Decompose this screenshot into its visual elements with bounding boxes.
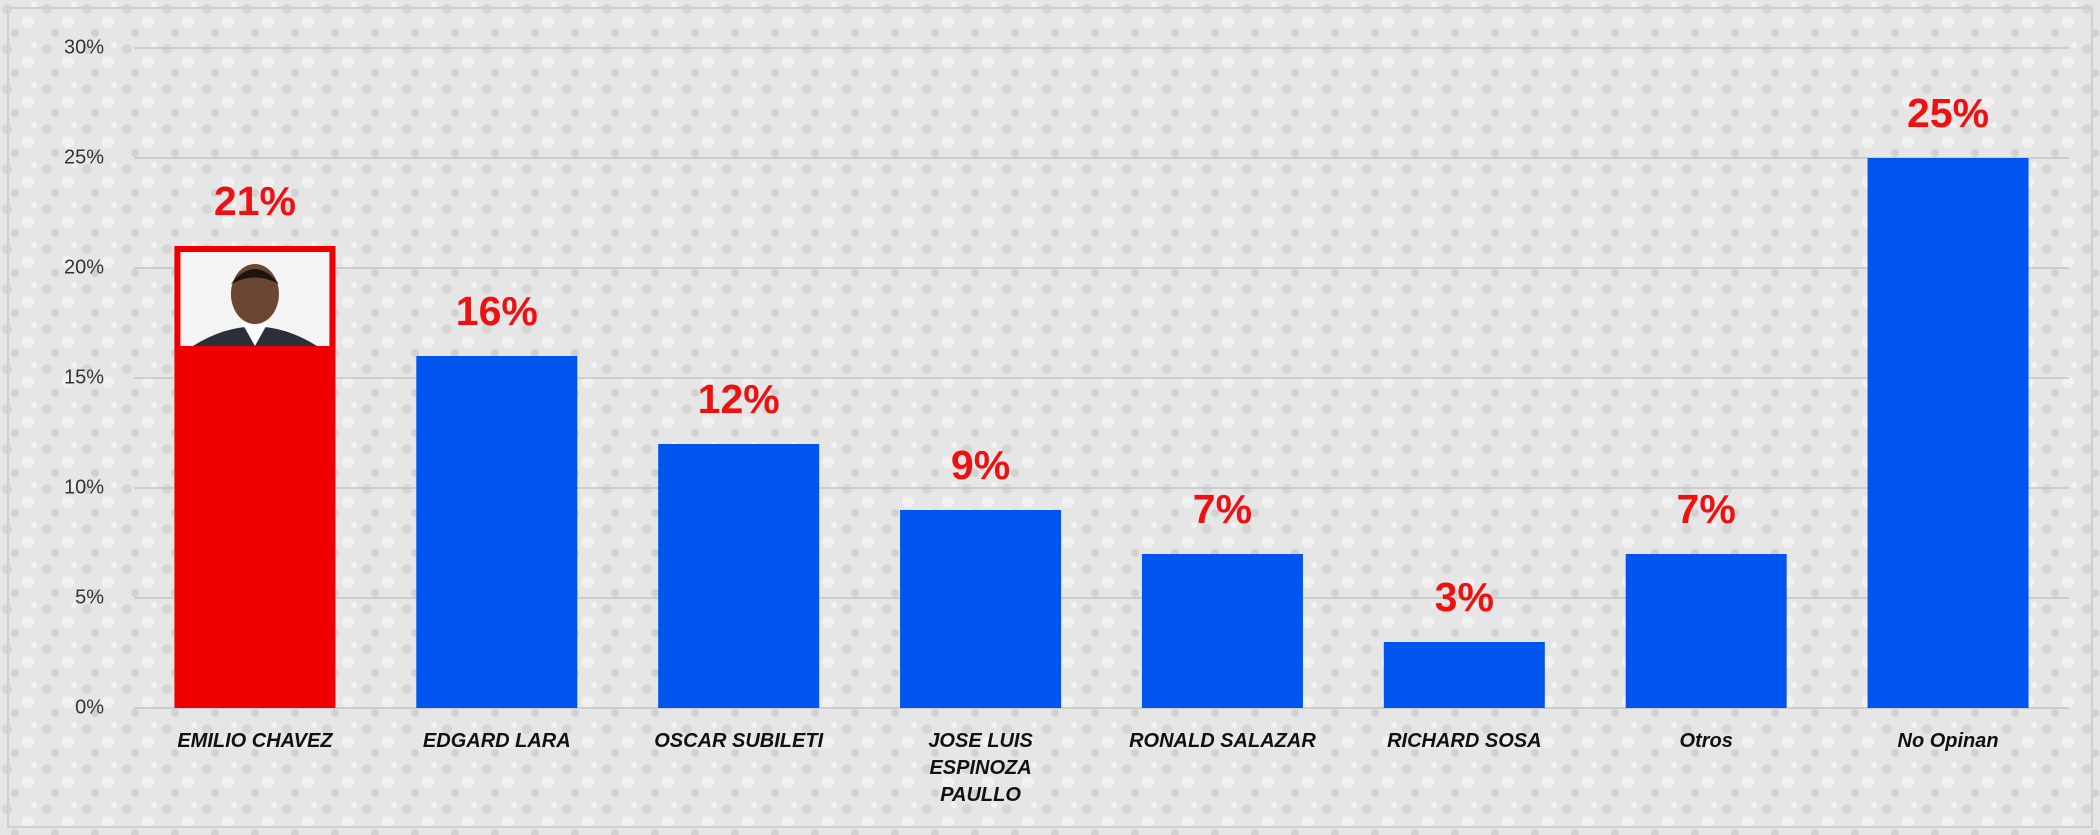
- x-tick-label: RONALD SALAZAR: [1129, 730, 1316, 752]
- frame: [7, 7, 2093, 828]
- bar: [1625, 554, 1787, 708]
- bar: [416, 356, 578, 708]
- y-tick-label: 30%: [64, 36, 104, 58]
- x-tick-label: Otros: [1679, 730, 1733, 752]
- x-tick-label: No Opinan: [1897, 730, 1999, 752]
- value-label: 7%: [1677, 486, 1736, 532]
- value-label: 3%: [1435, 574, 1494, 620]
- value-label: 9%: [951, 442, 1010, 488]
- bar: [658, 444, 820, 708]
- bar: [1141, 554, 1303, 708]
- y-tick-label: 10%: [64, 476, 104, 498]
- y-tick-label: 0%: [75, 696, 104, 718]
- photo-shirt: [240, 321, 269, 346]
- value-label: 16%: [456, 288, 538, 334]
- y-tick-label: 25%: [64, 146, 104, 168]
- value-label: 25%: [1907, 90, 1989, 136]
- value-label: 21%: [214, 178, 296, 224]
- value-label: 12%: [698, 376, 780, 422]
- x-tick-label: EDGARD LARA: [422, 730, 571, 752]
- x-tick-label: OSCAR SUBILETI: [654, 730, 824, 752]
- bar: [1867, 158, 2029, 708]
- value-label: 7%: [1193, 486, 1252, 532]
- x-tick-label: JOSE LUIS ESPINOZA PAULLO: [928, 730, 1033, 806]
- x-tick-label: RICHARD SOSA: [1387, 730, 1542, 752]
- bar: [1383, 642, 1545, 708]
- y-tick-label: 5%: [75, 586, 104, 608]
- bar: [900, 510, 1062, 708]
- y-tick-label: 20%: [64, 256, 104, 278]
- photo-hair: [230, 269, 279, 284]
- x-tick-label: EMILIO CHAVEZ: [177, 730, 333, 752]
- candidate-photo: [174, 246, 336, 352]
- y-tick-label: 15%: [64, 366, 104, 388]
